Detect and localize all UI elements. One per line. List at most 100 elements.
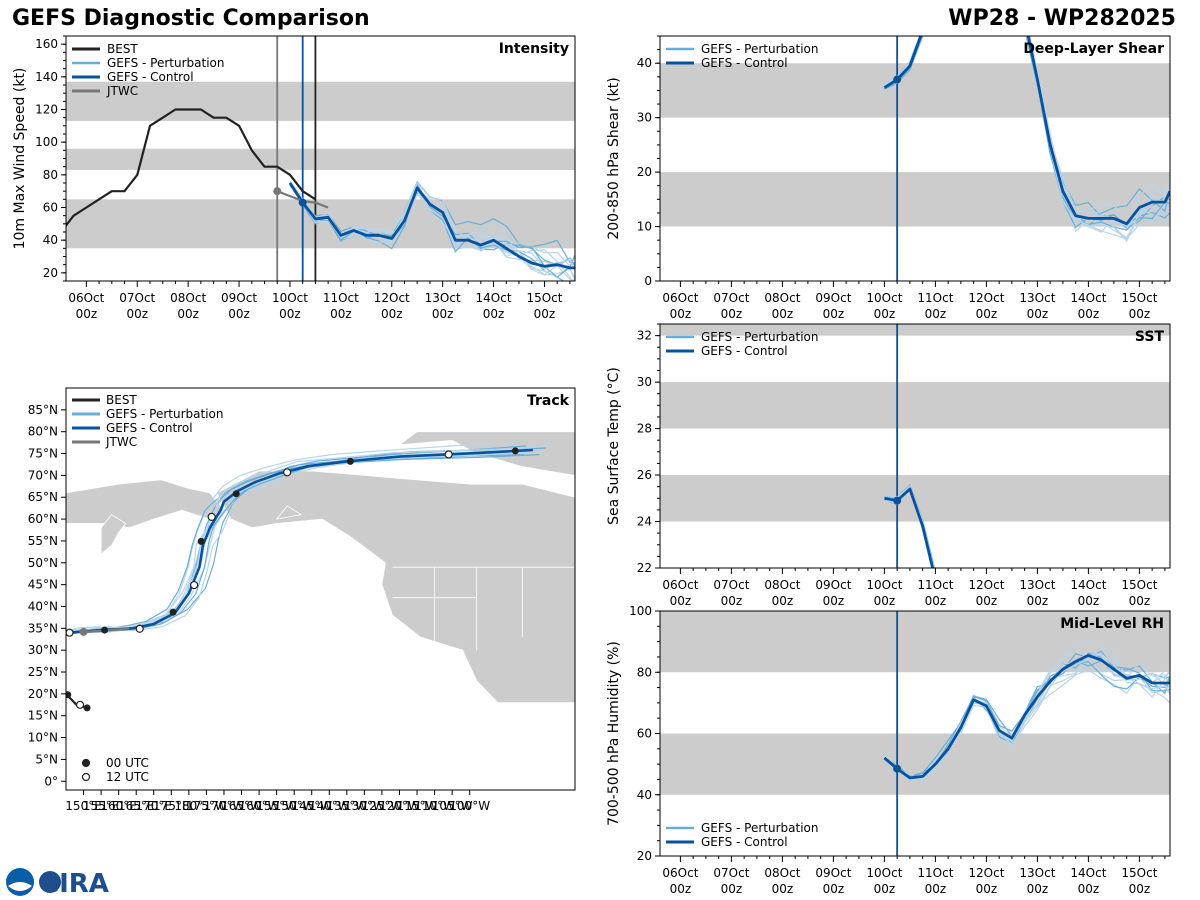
sst-ytick-label: 22 bbox=[637, 561, 652, 575]
shear-ytick-label: 30 bbox=[637, 111, 652, 125]
rh-ensemble bbox=[883, 638, 1170, 783]
intensity-xtick-label: 08Oct bbox=[170, 291, 206, 305]
intensity-legend-label: GEFS - Control bbox=[107, 70, 194, 84]
track-plot: 0° 5°N 10°N 15°N 20°N 25°N 30°N 35°N 40°N 45°N 50°… bbox=[28, 387, 576, 813]
shear-xtick-label: 00z bbox=[1129, 307, 1151, 321]
land-mass bbox=[66, 479, 225, 529]
track-point-12utc bbox=[283, 468, 292, 477]
intensity-xtick-label: 00z bbox=[483, 307, 505, 321]
track-legend-label: GEFS - Perturbation bbox=[106, 407, 223, 421]
shear-xtick-label: 13Oct bbox=[1019, 291, 1055, 305]
rh-xtick-label: 14Oct bbox=[1070, 866, 1106, 880]
intensity-xtick-label: 00z bbox=[177, 307, 199, 321]
intensity-legend-label: GEFS - Perturbation bbox=[107, 56, 224, 70]
shear-xtick-label: 12Oct bbox=[968, 291, 1004, 305]
sst-xtick-label: 11Oct bbox=[917, 578, 953, 592]
sst-xtick-label: 00z bbox=[823, 594, 845, 608]
sst-control-marker bbox=[893, 496, 902, 505]
track-point-12utc bbox=[66, 628, 74, 637]
track-ytick-label: 15°N bbox=[28, 709, 58, 723]
intensity-legend-label: BEST bbox=[107, 42, 138, 56]
shear-xtick-label: 11Oct bbox=[917, 291, 953, 305]
track-legend-label: GEFS - Control bbox=[106, 421, 193, 435]
jtwc-marker bbox=[79, 627, 88, 636]
sst-xtick-label: 00z bbox=[976, 594, 998, 608]
track-xtick-label: 160°W bbox=[239, 799, 280, 813]
intensity-legend-label: JTWC bbox=[106, 84, 138, 98]
track-point-00utc bbox=[197, 537, 205, 545]
storm-id: WP28 - WP282025 bbox=[948, 6, 1176, 31]
track-xtick-label: 180° bbox=[174, 799, 203, 813]
sst-xtick-label: 00z bbox=[670, 594, 692, 608]
globe-icon bbox=[39, 871, 61, 893]
track-ytick-label: 70°N bbox=[28, 468, 58, 482]
rh-xtick-label: 00z bbox=[1078, 882, 1100, 896]
sst-xtick-label: 00z bbox=[1129, 594, 1151, 608]
track-marker-legend-label: 00 UTC bbox=[106, 756, 149, 770]
shear-ytick-label: 20 bbox=[637, 165, 652, 179]
track-xtick-label: 110°W bbox=[414, 799, 455, 813]
rh-xtick-label: 00z bbox=[721, 882, 743, 896]
rh-ytick-label: 80 bbox=[637, 665, 652, 679]
track-xtick-label: 125°W bbox=[362, 799, 403, 813]
intensity-jtwc-marker bbox=[273, 187, 282, 196]
shear-xtick-label: 00z bbox=[772, 307, 794, 321]
shear-xtick-label: 00z bbox=[721, 307, 743, 321]
shear-ytick-label: 10 bbox=[637, 220, 652, 234]
sst-xtick-label: 00z bbox=[1027, 594, 1049, 608]
track-point-00utc bbox=[346, 457, 354, 465]
rh-band bbox=[660, 733, 1170, 795]
track-point-12utc bbox=[135, 624, 144, 633]
intensity-ylabel: 10m Max Wind Speed (kt) bbox=[12, 68, 28, 250]
intensity-xtick-label: 00z bbox=[228, 307, 250, 321]
track-ytick-label: 75°N bbox=[28, 447, 58, 461]
sst-frame bbox=[659, 323, 1171, 569]
sst-ytick-label: 28 bbox=[637, 422, 652, 436]
intensity-ytick-label: 60 bbox=[43, 201, 58, 215]
rh-xtick-label: 06Oct bbox=[662, 866, 698, 880]
rh-xtick-label: 07Oct bbox=[713, 866, 749, 880]
shear-xtick-label: 00z bbox=[925, 307, 947, 321]
sst-ytick-label: 24 bbox=[637, 515, 652, 529]
intensity-xtick-label: 00z bbox=[432, 307, 454, 321]
shear-xtick-label: 06Oct bbox=[662, 291, 698, 305]
track-marker-legend-label: 12 UTC bbox=[106, 770, 149, 784]
sst-xtick-label: 12Oct bbox=[968, 578, 1004, 592]
track-legend-label: JTWC bbox=[105, 435, 137, 449]
track-xtick-label: 155°W bbox=[256, 799, 297, 813]
track-ytick-label: 40°N bbox=[28, 599, 58, 613]
sst-xtick-label: 09Oct bbox=[815, 578, 851, 592]
sst-xtick-label: 15Oct bbox=[1121, 578, 1157, 592]
intensity-xtick-label: 13Oct bbox=[425, 291, 461, 305]
shear-xtick-label: 00z bbox=[874, 307, 896, 321]
track-ytick-label: 25°N bbox=[28, 665, 58, 679]
rh-xtick-label: 11Oct bbox=[917, 866, 953, 880]
intensity-xtick-label: 10Oct bbox=[272, 291, 308, 305]
rh-xtick-label: 10Oct bbox=[866, 866, 902, 880]
track-point-00utc bbox=[101, 626, 109, 634]
shear-legend-label: GEFS - Perturbation bbox=[701, 42, 818, 56]
rh-xtick-label: 00z bbox=[925, 882, 947, 896]
shear-xtick-label: 00z bbox=[1027, 307, 1049, 321]
sst-control-line bbox=[884, 487, 935, 568]
shear-xtick-label: 14Oct bbox=[1070, 291, 1106, 305]
shear-ensemble bbox=[883, 36, 1170, 242]
intensity-plot: 20 40 60 80 100 120 140 160 06Oct 00z 07Oct 00z 08Oc… bbox=[12, 35, 576, 321]
intensity-xtick-label: 12Oct bbox=[374, 291, 410, 305]
track-xtick-label: 155°E bbox=[83, 799, 120, 813]
sst-xtick-label: 00z bbox=[874, 594, 896, 608]
rh-ytick-label: 100 bbox=[629, 604, 652, 618]
track-xtick-label: 120°W bbox=[379, 799, 420, 813]
track-xtick-label: 105°W bbox=[432, 799, 473, 813]
intensity-band bbox=[66, 148, 575, 170]
rh-control-line bbox=[883, 654, 1170, 780]
shear-ytick-label: 40 bbox=[637, 56, 652, 70]
shear-xtick-label: 15Oct bbox=[1121, 291, 1157, 305]
shear-legend-label: GEFS - Control bbox=[701, 56, 788, 70]
intensity-xtick-label: 11Oct bbox=[323, 291, 359, 305]
intensity-control-marker bbox=[298, 198, 307, 207]
rh-legend-label: GEFS - Perturbation bbox=[701, 821, 818, 835]
track-ytick-label: 5°N bbox=[35, 752, 58, 766]
shear-xtick-label: 08Oct bbox=[764, 291, 800, 305]
intensity-ytick-label: 20 bbox=[43, 266, 58, 280]
